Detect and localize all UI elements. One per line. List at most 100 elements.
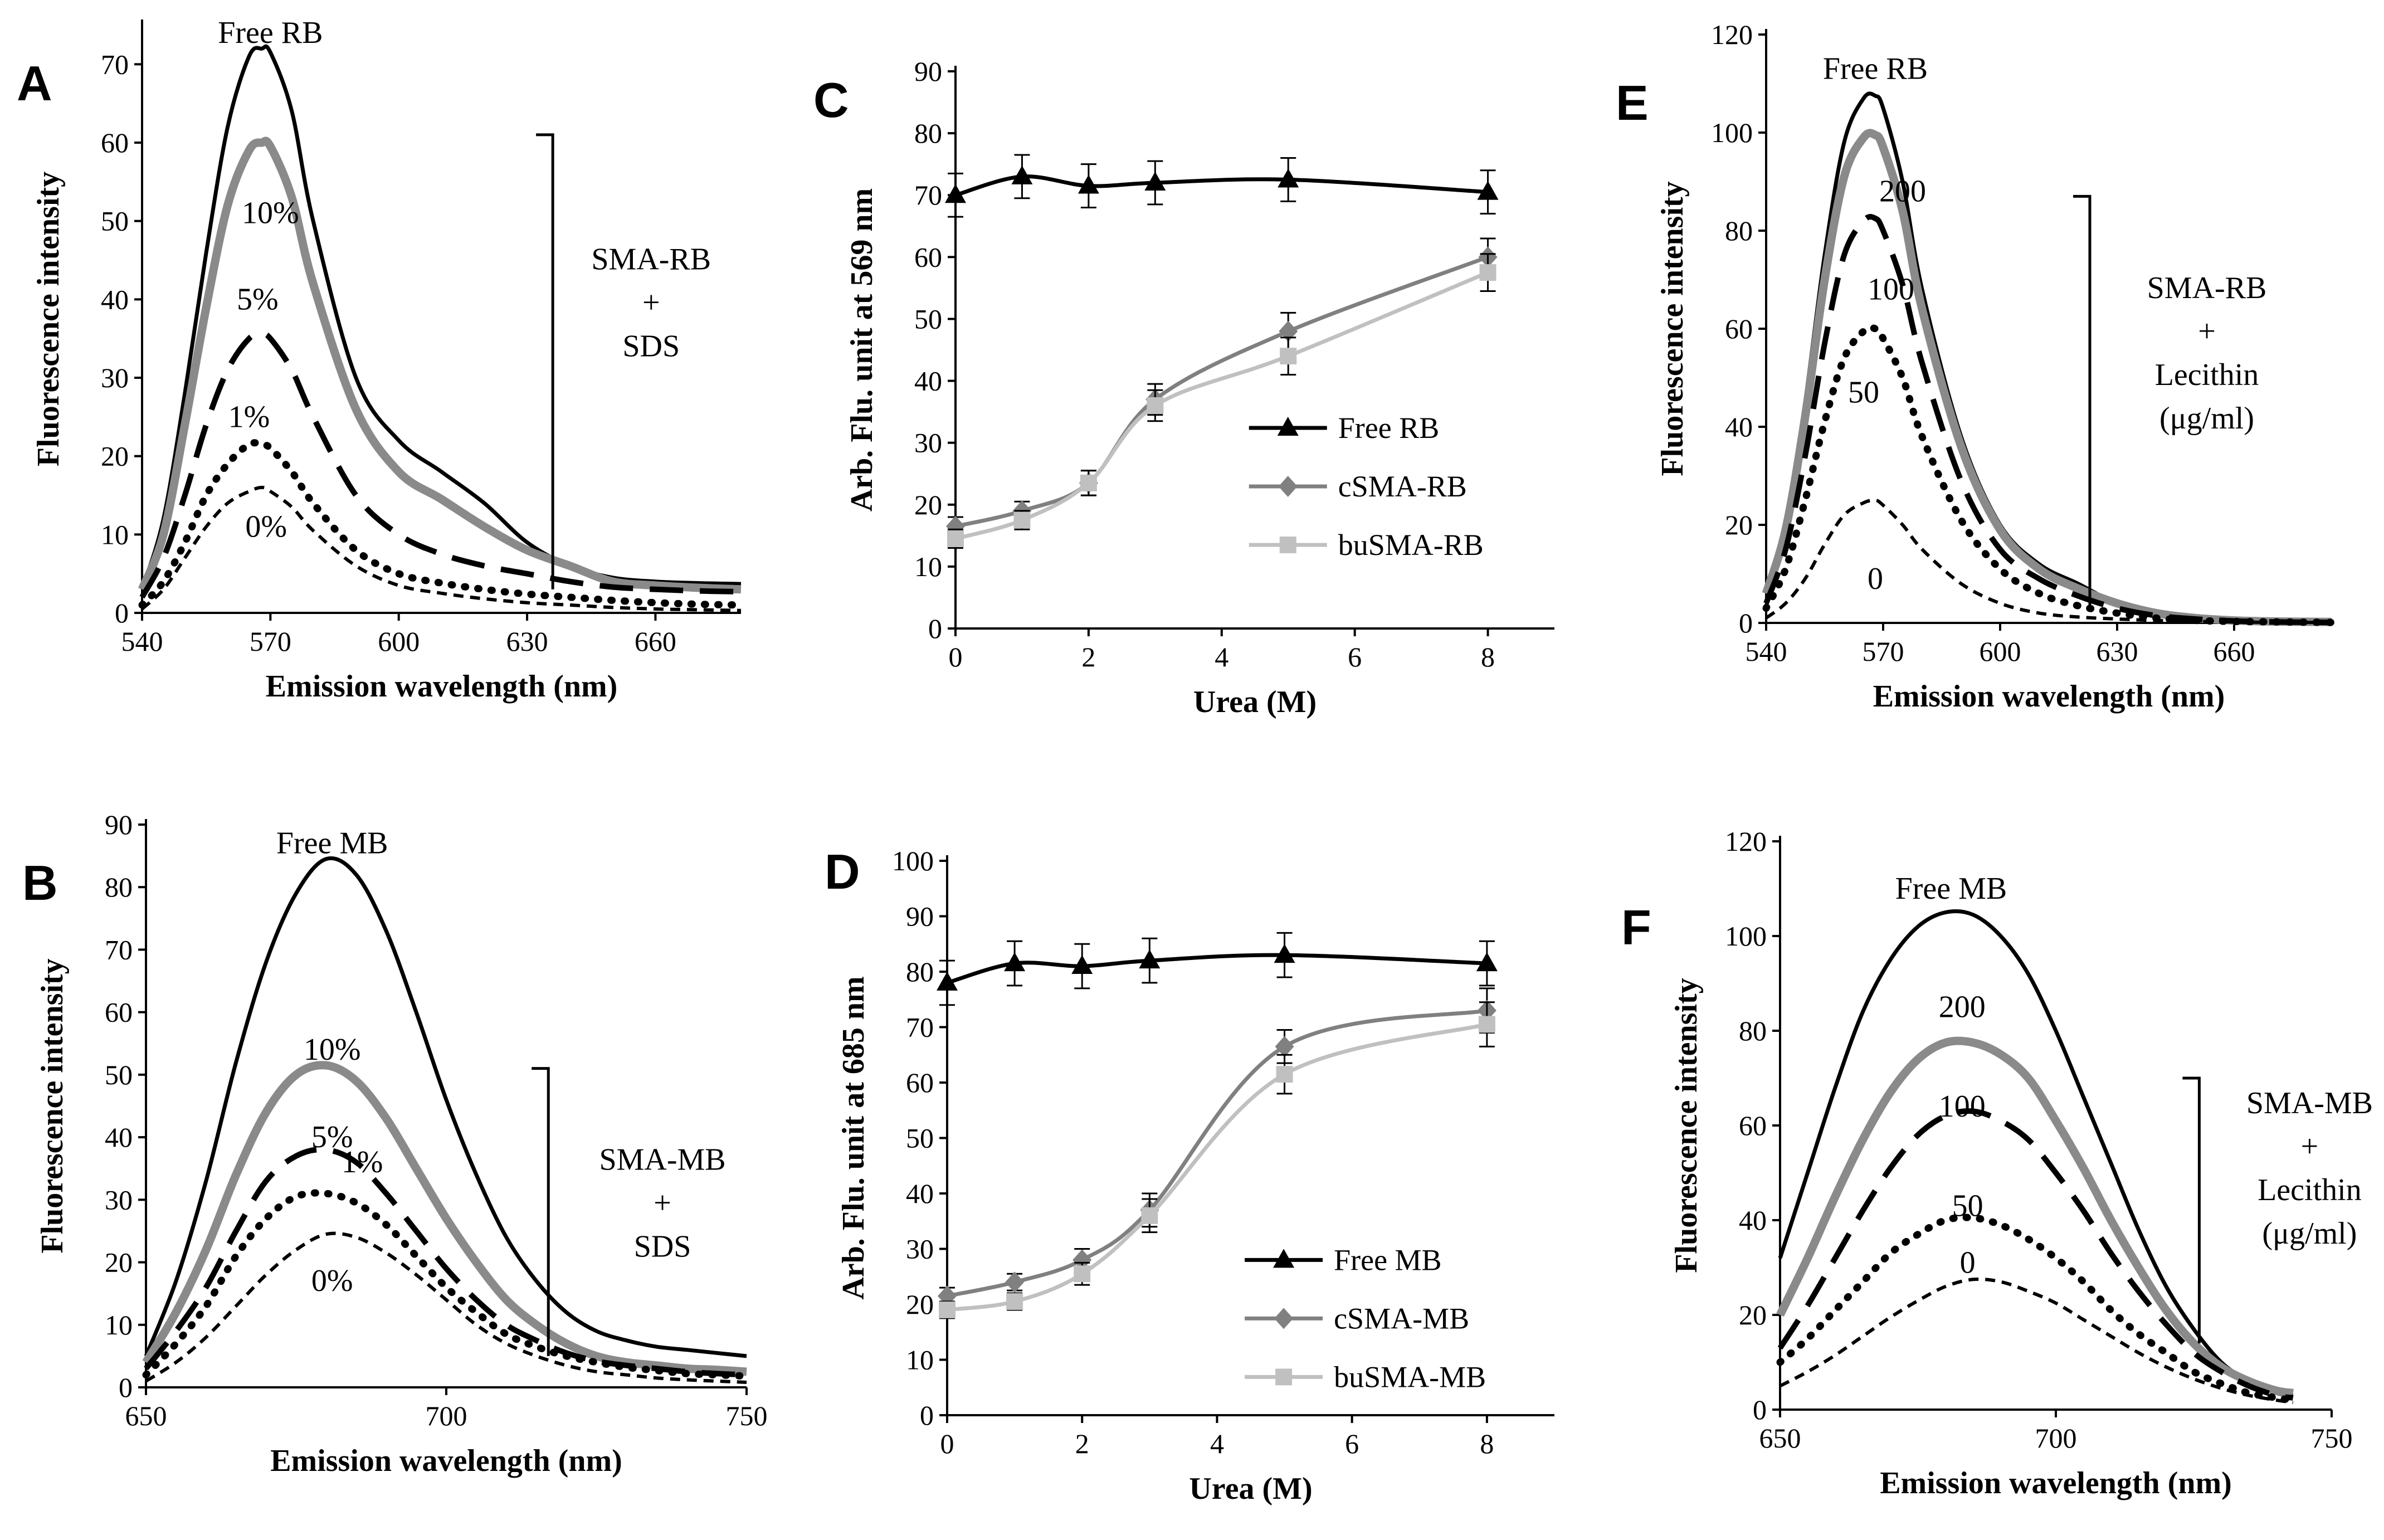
x-tick-label: 6 [1345, 1428, 1359, 1459]
spectrum-5% [144, 1147, 747, 1378]
curve-label: 5% [311, 1120, 353, 1154]
x-tick-label: 650 [125, 1400, 167, 1431]
panel-label: B [22, 855, 58, 910]
y-tick-label: 0 [920, 1400, 934, 1431]
data-point-Free RB [1278, 168, 1299, 188]
panel-c: C 0 10 20 30 40 50 60 70 80 90 0 2 4 6 8 Urea (M) Arb. Fl… [813, 56, 1554, 719]
y-tick-label: 50 [101, 206, 129, 237]
spectrum-10% [138, 137, 742, 594]
y-tick-label: 90 [906, 901, 934, 932]
y-tick-label: 0 [1753, 1394, 1767, 1425]
y-tick-label: 20 [1739, 1299, 1767, 1331]
legend-label: Free RB [1338, 411, 1440, 445]
curve-label: 100 [1868, 272, 1914, 307]
x-tick-label: 0 [949, 641, 963, 672]
x-tick-label: 570 [250, 626, 291, 657]
x-tick-label: 4 [1210, 1428, 1224, 1459]
x-tick-label: 660 [635, 626, 676, 657]
y-tick-label: 10 [105, 1309, 133, 1341]
y-tick-label: 50 [914, 303, 942, 334]
y-tick-label: 40 [105, 1122, 133, 1153]
y-tick-label: 60 [105, 997, 133, 1028]
y-tick-label: 50 [105, 1059, 133, 1090]
curve-label: 5% [237, 282, 279, 316]
y-tick-label: 30 [105, 1184, 133, 1215]
y-tick-label: 0 [1739, 607, 1753, 639]
y-tick-label: 10 [101, 519, 129, 550]
legend-label: Free MB [1334, 1243, 1441, 1276]
data-point-buSMA-MB [1074, 1265, 1091, 1283]
spectrum-Free MB [1778, 909, 2294, 1397]
legend-marker [1279, 537, 1296, 553]
data-point-buSMA-MB [1276, 1066, 1293, 1083]
panel-label: D [825, 844, 860, 899]
curve-label: 0 [1868, 562, 1883, 596]
panel-label: E [1616, 75, 1649, 130]
panel-f: F 0 20 40 60 80 100 120 650 700 750 Emission wavele… [1621, 826, 2373, 1500]
y-tick-label: 30 [101, 362, 129, 393]
y-tick-label: 40 [914, 365, 942, 397]
x-axis-label: Emission wavelength (nm) [1880, 1466, 2232, 1500]
x-axis-label: Emission wavelength (nm) [266, 669, 618, 704]
spectrum-5% [139, 332, 742, 599]
panel-e: E 0 20 40 60 80 100 120 540 570 600 630 660 Emission … [1616, 19, 2336, 714]
y-tick-label: 0 [119, 1372, 133, 1403]
spectrum-1% [142, 1189, 750, 1380]
y-tick-label: 70 [101, 48, 129, 80]
bracket-text: SDS [634, 1229, 691, 1264]
data-point-buSMA-RB [947, 530, 964, 547]
legend-label: cSMA-RB [1338, 470, 1467, 503]
y-tick-label: 0 [115, 597, 129, 628]
bracket-text: SMA-RB [2147, 271, 2267, 305]
x-tick-label: 2 [1075, 1428, 1089, 1459]
data-point-Free RB [1477, 181, 1499, 200]
panel-label: A [17, 56, 52, 111]
legend-marker [1274, 1308, 1294, 1329]
x-tick-label: 540 [121, 626, 163, 657]
y-tick-label: 50 [906, 1123, 934, 1154]
data-point-buSMA-MB [1006, 1293, 1023, 1310]
legend-marker [1278, 476, 1298, 497]
curve-label: 1% [342, 1145, 383, 1180]
x-tick-label: 540 [1746, 636, 1787, 667]
x-tick-label: 4 [1215, 641, 1228, 672]
x-axis-label: Emission wavelength (nm) [270, 1444, 622, 1478]
spectrum-10% [142, 1061, 747, 1376]
y-tick-label: 10 [906, 1344, 934, 1376]
curve-label: Free MB [1895, 871, 2007, 906]
spectrum-0% [140, 485, 742, 612]
y-tick-label: 70 [105, 934, 133, 965]
curve-label: 0 [1960, 1246, 1976, 1280]
x-axis-label: Urea (M) [1193, 685, 1317, 719]
bracket-text: Lecithin [2155, 358, 2259, 392]
y-tick-label: 60 [914, 241, 942, 272]
curve-label: 50 [1848, 375, 1879, 410]
panel-label: C [813, 72, 849, 128]
data-point-Free RB [1011, 165, 1033, 184]
y-tick-label: 10 [914, 551, 942, 582]
y-tick-label: 20 [914, 489, 942, 520]
y-axis-label: Fluorescence intensity [1669, 978, 1704, 1273]
y-tick-label: 20 [906, 1289, 934, 1320]
y-tick-label: 80 [906, 956, 934, 987]
y-tick-label: 100 [1711, 117, 1753, 148]
x-tick-label: 2 [1081, 641, 1095, 672]
y-tick-label: 70 [914, 179, 942, 211]
data-point-Free RB [1078, 174, 1099, 194]
bracket-text: + [642, 285, 660, 320]
curve-label: 10% [304, 1032, 361, 1067]
y-tick-label: 40 [1725, 411, 1753, 442]
x-tick-label: 570 [1863, 636, 1904, 667]
curve-label: 0% [245, 509, 287, 544]
x-tick-label: 700 [2035, 1422, 2077, 1454]
curve-label: Free RB [1823, 52, 1928, 86]
x-tick-label: 700 [426, 1400, 467, 1431]
curve-label: Free RB [218, 16, 323, 50]
y-tick-label: 60 [101, 127, 129, 158]
data-point-Free MB [1139, 949, 1161, 969]
spectrum-50 [1776, 1214, 2297, 1404]
data-point-buSMA-MB [1478, 1016, 1495, 1033]
data-point-Free MB [1004, 952, 1026, 972]
data-point-Free MB [1476, 952, 1498, 972]
bracket-text: + [2301, 1129, 2319, 1164]
